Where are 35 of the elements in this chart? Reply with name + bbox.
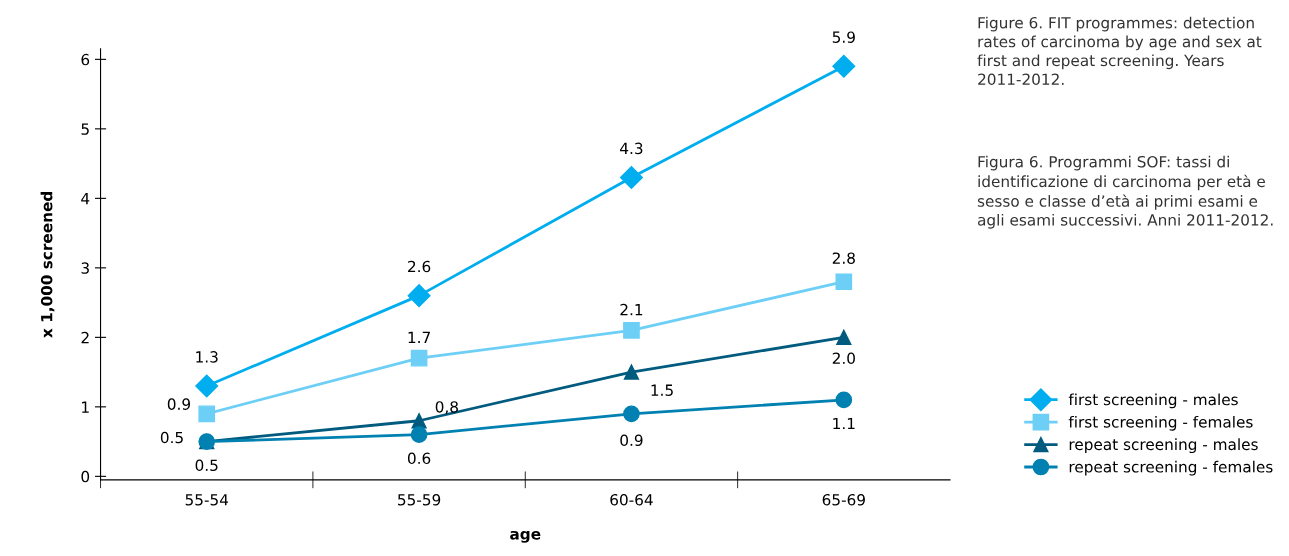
- data-label: 0.9: [620, 434, 643, 447]
- y-tick-label: 6: [81, 53, 90, 66]
- data-label: 5.9: [832, 31, 855, 43]
- legend-label: repeat screening - females: [1069, 460, 1273, 476]
- x-tick-label: 60-64: [610, 493, 653, 506]
- data-label: 1.3: [196, 351, 218, 363]
- y-tick-label: 2: [81, 331, 89, 344]
- data-label: 2.8: [832, 252, 855, 264]
- y-tick-label: 0: [81, 470, 90, 483]
- y-tick-label: 5: [81, 123, 89, 135]
- caption: Figure 6. FIT programmes: detection rates of carcinoma by age and sex at first and repeat screening. Years 2011-2012.: [977, 16, 1262, 86]
- data-label: 1.5: [651, 384, 673, 396]
- data-label: 2.1: [620, 303, 643, 316]
- data-label: 2.6: [408, 260, 431, 273]
- data-label: 0.5: [195, 459, 218, 472]
- y-tick-label: 1: [82, 401, 89, 413]
- x-tick-label: 65-69: [822, 493, 865, 506]
- data-label: 2.0: [832, 352, 855, 365]
- data-label: 0.5: [160, 431, 183, 444]
- text: Figura 6. Programmi SOF: tassi di identificazione di carcinoma per età e sesso e classe d’età ai primi esami e agli esami successivi. Anni 2011-2012.: [977, 155, 1273, 229]
- data-label: 0.9: [167, 398, 191, 410]
- data-label: 4.3: [620, 142, 643, 155]
- x-axis-title: age: [510, 530, 541, 543]
- data-label: 1.1: [833, 417, 855, 430]
- data-label: 0,8: [435, 401, 458, 415]
- x-tick-label: 55-59: [398, 493, 441, 506]
- legend-label: repeat screening - males: [1069, 438, 1258, 454]
- y-axis-title: x 1,000 screened: [40, 191, 55, 338]
- y-tick-label: 3: [81, 262, 89, 274]
- data-label: 0.6: [407, 452, 431, 465]
- data-label: 1.7: [408, 331, 430, 343]
- x-tick-label: 55-54: [185, 494, 229, 506]
- y-tick-label: 4: [81, 193, 90, 205]
- legend-label: first screening - males: [1068, 393, 1238, 409]
- legend-label: first screening - females: [1068, 415, 1253, 431]
